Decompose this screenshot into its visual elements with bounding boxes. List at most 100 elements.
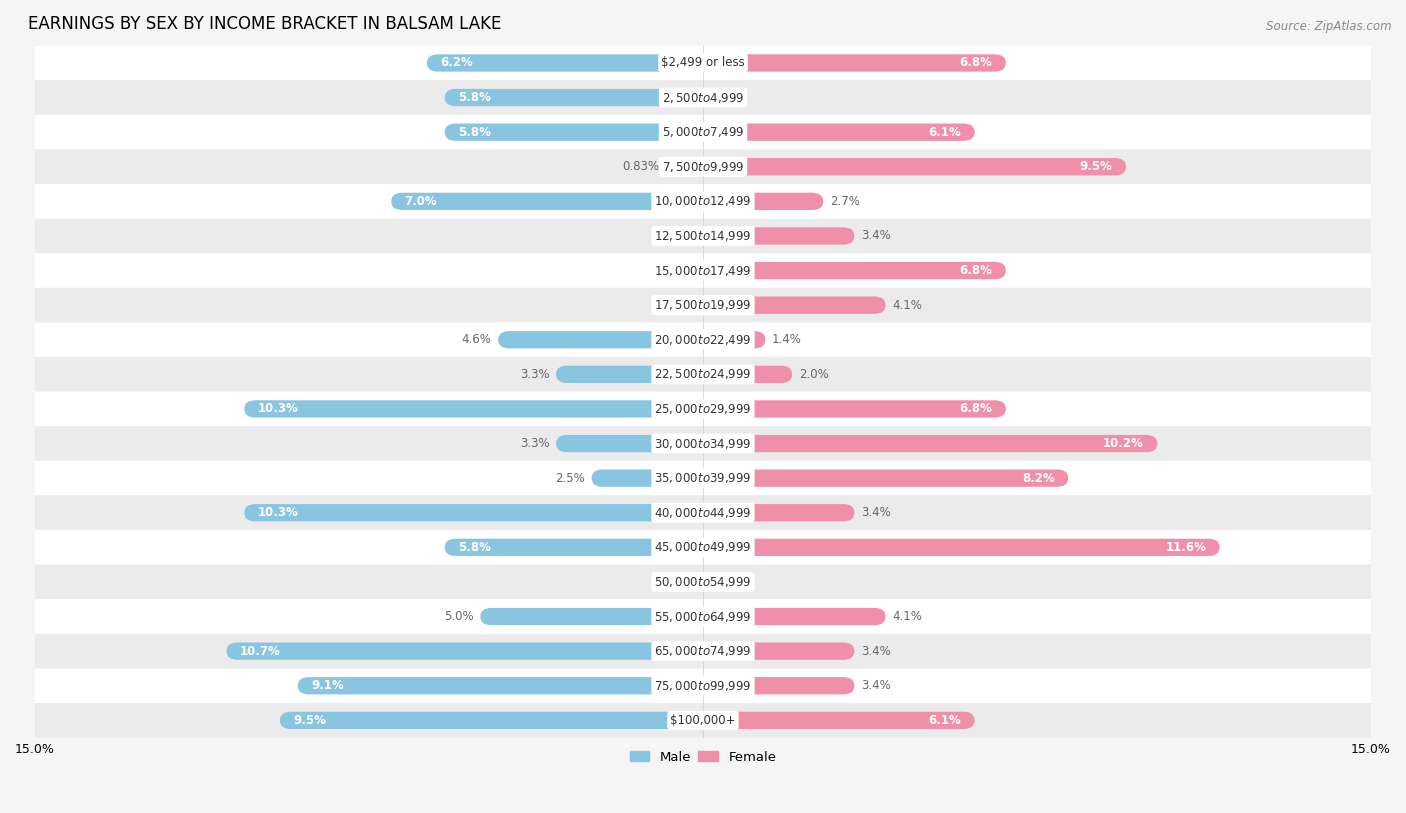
Text: $12,500 to $14,999: $12,500 to $14,999 — [654, 229, 752, 243]
FancyBboxPatch shape — [555, 435, 703, 452]
FancyBboxPatch shape — [35, 80, 1371, 115]
Text: $50,000 to $54,999: $50,000 to $54,999 — [654, 575, 752, 589]
Text: $40,000 to $44,999: $40,000 to $44,999 — [654, 506, 752, 520]
FancyBboxPatch shape — [298, 677, 703, 694]
Text: $7,500 to $9,999: $7,500 to $9,999 — [662, 160, 744, 174]
FancyBboxPatch shape — [226, 642, 703, 660]
FancyBboxPatch shape — [35, 426, 1371, 461]
FancyBboxPatch shape — [35, 495, 1371, 530]
Text: 3.3%: 3.3% — [520, 367, 550, 380]
Text: 0.0%: 0.0% — [710, 91, 740, 104]
Text: 2.0%: 2.0% — [799, 367, 828, 380]
FancyBboxPatch shape — [35, 288, 1371, 323]
FancyBboxPatch shape — [703, 469, 1069, 487]
Text: 8.2%: 8.2% — [1022, 472, 1054, 485]
FancyBboxPatch shape — [35, 668, 1371, 703]
FancyBboxPatch shape — [703, 677, 855, 694]
FancyBboxPatch shape — [35, 184, 1371, 219]
Text: 4.6%: 4.6% — [461, 333, 492, 346]
FancyBboxPatch shape — [35, 565, 1371, 599]
Text: 9.1%: 9.1% — [311, 679, 344, 692]
FancyBboxPatch shape — [703, 54, 1005, 72]
Text: 0.0%: 0.0% — [666, 229, 696, 242]
Text: 7.0%: 7.0% — [405, 195, 437, 208]
FancyBboxPatch shape — [703, 608, 886, 625]
Text: 4.1%: 4.1% — [893, 610, 922, 623]
FancyBboxPatch shape — [703, 539, 1219, 556]
FancyBboxPatch shape — [703, 331, 765, 349]
FancyBboxPatch shape — [35, 219, 1371, 254]
FancyBboxPatch shape — [35, 599, 1371, 634]
FancyBboxPatch shape — [444, 124, 703, 141]
Text: $65,000 to $74,999: $65,000 to $74,999 — [654, 644, 752, 659]
Text: $100,000+: $100,000+ — [671, 714, 735, 727]
FancyBboxPatch shape — [481, 608, 703, 625]
Text: 0.0%: 0.0% — [666, 264, 696, 277]
FancyBboxPatch shape — [35, 461, 1371, 495]
Text: 3.4%: 3.4% — [860, 229, 891, 242]
FancyBboxPatch shape — [703, 642, 855, 660]
Text: 10.3%: 10.3% — [257, 402, 298, 415]
Text: $55,000 to $64,999: $55,000 to $64,999 — [654, 610, 752, 624]
Text: $5,000 to $7,499: $5,000 to $7,499 — [662, 125, 744, 139]
FancyBboxPatch shape — [592, 469, 703, 487]
FancyBboxPatch shape — [35, 150, 1371, 184]
FancyBboxPatch shape — [703, 366, 792, 383]
Text: $45,000 to $49,999: $45,000 to $49,999 — [654, 541, 752, 554]
FancyBboxPatch shape — [35, 703, 1371, 737]
FancyBboxPatch shape — [35, 392, 1371, 426]
FancyBboxPatch shape — [35, 323, 1371, 357]
FancyBboxPatch shape — [703, 193, 824, 210]
Text: $35,000 to $39,999: $35,000 to $39,999 — [654, 472, 752, 485]
Text: 6.2%: 6.2% — [440, 56, 472, 69]
Text: 5.0%: 5.0% — [444, 610, 474, 623]
FancyBboxPatch shape — [555, 366, 703, 383]
FancyBboxPatch shape — [245, 400, 703, 418]
Text: 5.8%: 5.8% — [458, 91, 491, 104]
Text: 9.5%: 9.5% — [294, 714, 326, 727]
Text: 10.3%: 10.3% — [257, 506, 298, 520]
Text: 10.7%: 10.7% — [240, 645, 281, 658]
Text: 0.0%: 0.0% — [666, 298, 696, 311]
Text: 5.8%: 5.8% — [458, 126, 491, 139]
Text: 3.4%: 3.4% — [860, 679, 891, 692]
Text: 9.5%: 9.5% — [1080, 160, 1112, 173]
Text: 4.1%: 4.1% — [893, 298, 922, 311]
Text: 0.83%: 0.83% — [623, 160, 659, 173]
FancyBboxPatch shape — [703, 158, 1126, 176]
Text: Source: ZipAtlas.com: Source: ZipAtlas.com — [1267, 20, 1392, 33]
Text: $10,000 to $12,499: $10,000 to $12,499 — [654, 194, 752, 208]
FancyBboxPatch shape — [245, 504, 703, 521]
FancyBboxPatch shape — [703, 711, 974, 729]
Text: $22,500 to $24,999: $22,500 to $24,999 — [654, 367, 752, 381]
FancyBboxPatch shape — [444, 539, 703, 556]
Text: 6.8%: 6.8% — [960, 402, 993, 415]
Text: 10.2%: 10.2% — [1104, 437, 1144, 450]
Text: EARNINGS BY SEX BY INCOME BRACKET IN BALSAM LAKE: EARNINGS BY SEX BY INCOME BRACKET IN BAL… — [28, 15, 502, 33]
Text: 2.5%: 2.5% — [555, 472, 585, 485]
FancyBboxPatch shape — [703, 400, 1005, 418]
Text: $15,000 to $17,499: $15,000 to $17,499 — [654, 263, 752, 277]
FancyBboxPatch shape — [35, 530, 1371, 565]
Text: 1.4%: 1.4% — [772, 333, 801, 346]
Text: 3.4%: 3.4% — [860, 506, 891, 520]
FancyBboxPatch shape — [703, 504, 855, 521]
FancyBboxPatch shape — [703, 262, 1005, 279]
FancyBboxPatch shape — [391, 193, 703, 210]
FancyBboxPatch shape — [444, 89, 703, 107]
Text: 2.7%: 2.7% — [830, 195, 860, 208]
Text: 11.6%: 11.6% — [1166, 541, 1206, 554]
FancyBboxPatch shape — [703, 435, 1157, 452]
FancyBboxPatch shape — [35, 254, 1371, 288]
FancyBboxPatch shape — [35, 357, 1371, 392]
Text: 5.8%: 5.8% — [458, 541, 491, 554]
Text: 6.1%: 6.1% — [928, 714, 962, 727]
FancyBboxPatch shape — [703, 228, 855, 245]
FancyBboxPatch shape — [35, 634, 1371, 668]
Text: $25,000 to $29,999: $25,000 to $29,999 — [654, 402, 752, 416]
Text: $75,000 to $99,999: $75,000 to $99,999 — [654, 679, 752, 693]
FancyBboxPatch shape — [280, 711, 703, 729]
Text: 0.0%: 0.0% — [710, 576, 740, 589]
FancyBboxPatch shape — [703, 297, 886, 314]
Text: 3.4%: 3.4% — [860, 645, 891, 658]
